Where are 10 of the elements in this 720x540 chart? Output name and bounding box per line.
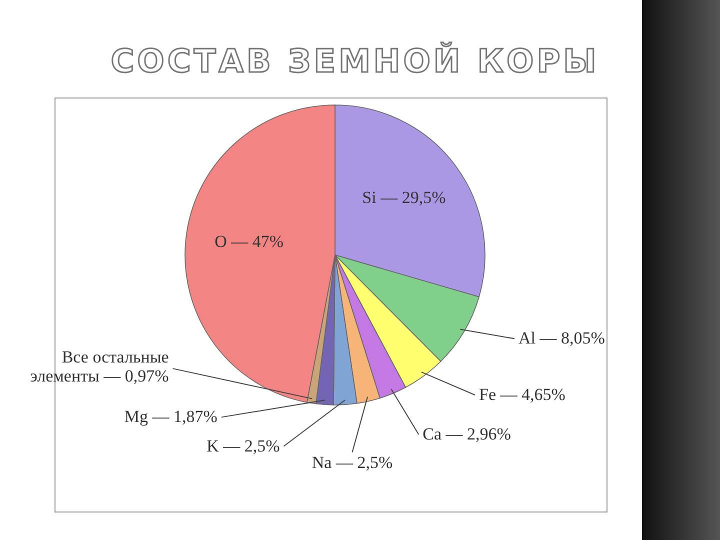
slice-label: K — 2,5% [206, 436, 280, 456]
chart-title: СОСТАВ ЗЕМНОЙ КОРЫ [110, 42, 600, 80]
slice-label: Mg — 1,87% [124, 407, 218, 426]
slice-label: Fe — 4,65% [479, 385, 566, 404]
slice-label: O — 47% [214, 232, 284, 251]
slice-label: Al — 8,05% [518, 328, 605, 348]
slice-label: Все остальные элементы — 0,97% [30, 348, 169, 386]
slice-label: Si — 29,5% [362, 188, 446, 208]
slice-label: Na — 2,5% [312, 453, 393, 472]
slice-label: Ca — 2,96% [422, 424, 511, 444]
